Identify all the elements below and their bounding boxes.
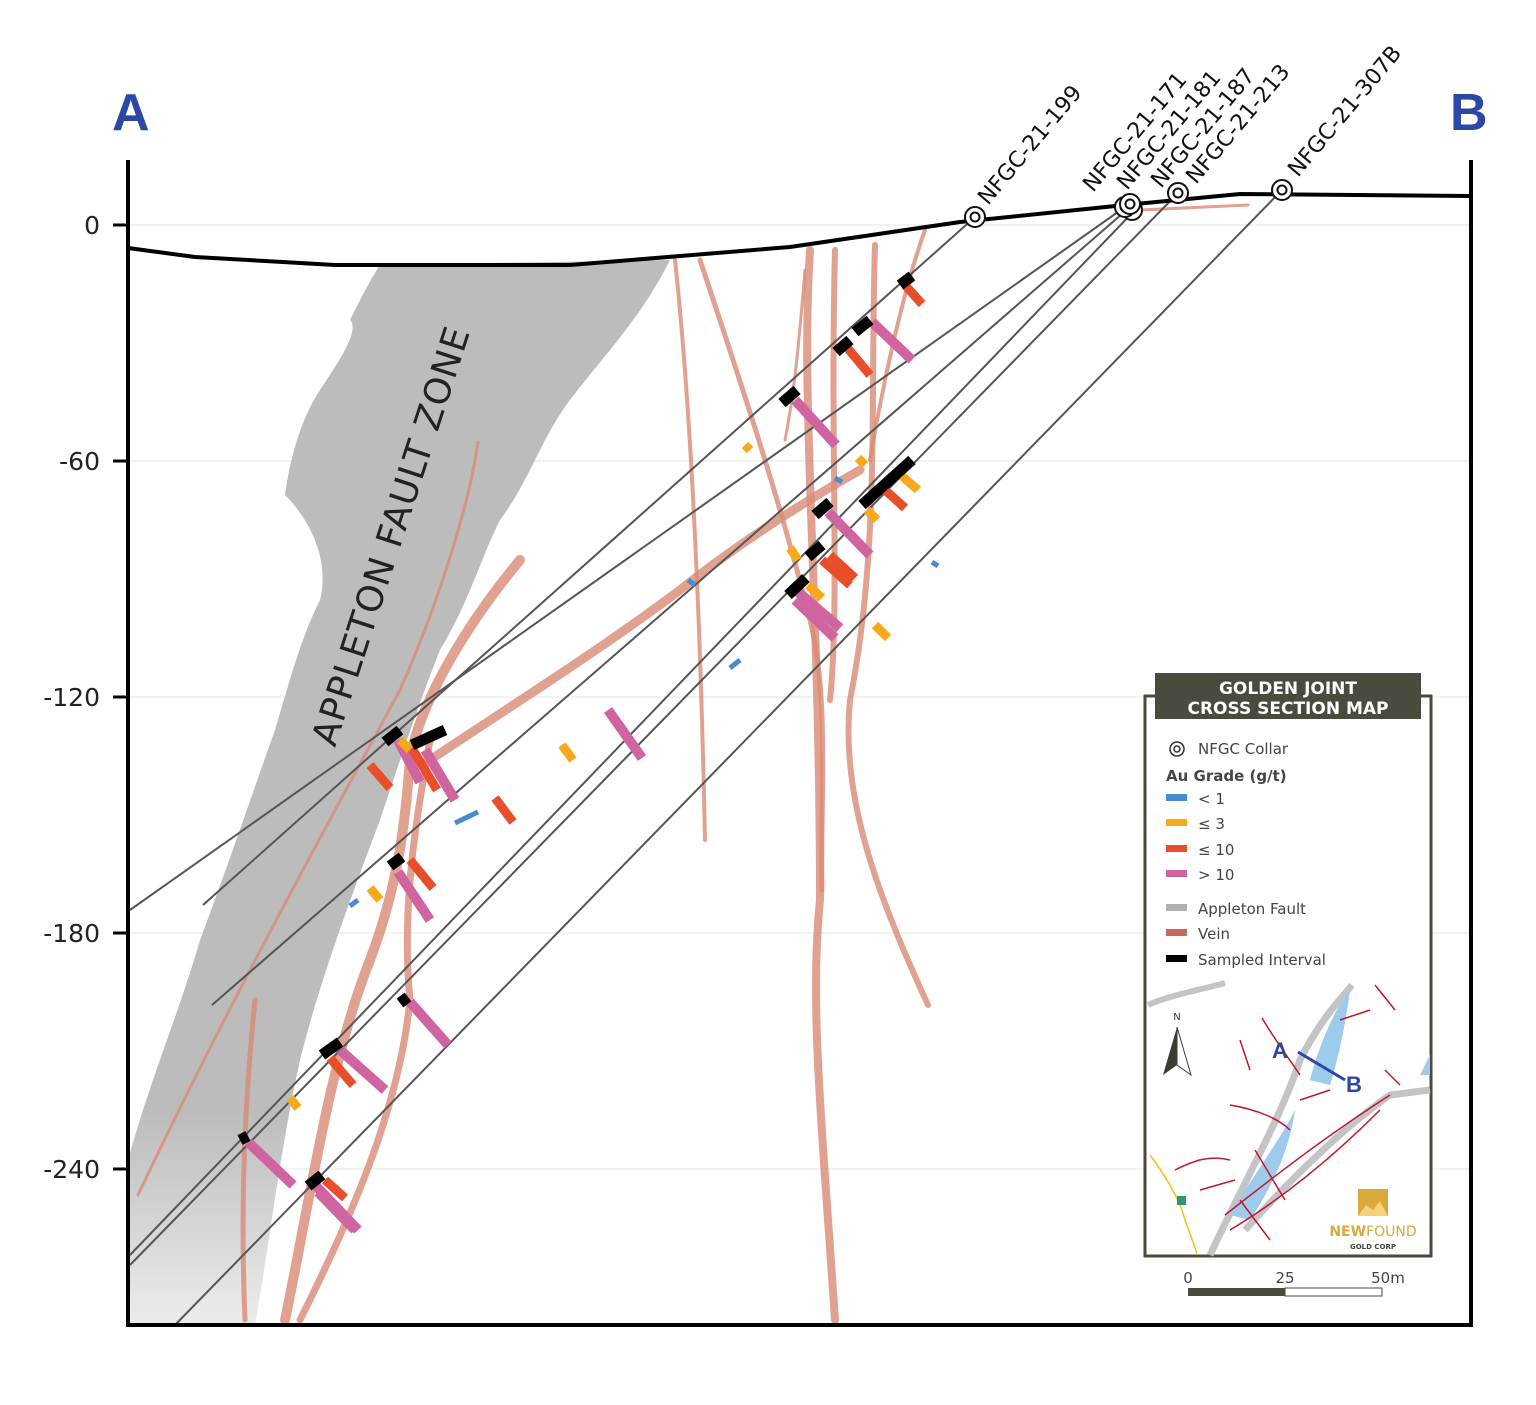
drill-hole-label: NFGC-21-199: [973, 81, 1087, 210]
y-tick-label: 0: [84, 211, 100, 240]
legend-grade: ≤ 10: [1198, 841, 1234, 859]
svg-text:25: 25: [1275, 1269, 1294, 1287]
scale-bar: 0 25 50m: [1183, 1269, 1405, 1297]
y-axis-ticks: [113, 223, 128, 1171]
legend-title: GOLDEN JOINT: [1219, 679, 1357, 699]
legend-feature: Vein: [1198, 925, 1230, 943]
y-tick-label: -60: [59, 447, 100, 476]
y-tick-label: -180: [43, 919, 100, 948]
drill-hole-label: NFGC-21-307B: [1283, 41, 1407, 182]
legend: GOLDEN JOINT CROSS SECTION MAP NFGC Coll…: [1143, 673, 1433, 1297]
drill-hole-307b: [174, 189, 1283, 1326]
location-map: A B N NEWFOUND GOLD CORP: [1146, 980, 1431, 1257]
legend-title: CROSS SECTION MAP: [1187, 699, 1388, 719]
drill-hole-181: [211, 206, 1131, 1006]
north-label: N: [1173, 1012, 1180, 1023]
drill-hole-171: [129, 206, 1126, 911]
section-frame: [126, 160, 1473, 1327]
ground-surface: [127, 191, 1472, 267]
legend-collar: NFGC Collar: [1198, 740, 1289, 758]
map-label-a: A: [1272, 1038, 1288, 1063]
road-marker-icon: [1177, 1196, 1186, 1205]
map-label-b: B: [1346, 1072, 1362, 1097]
logo-sub: GOLD CORP: [1350, 1243, 1396, 1251]
legend-grade: < 1: [1198, 790, 1225, 808]
drill-hole-187: [129, 209, 1136, 1256]
svg-text:0: 0: [1183, 1269, 1193, 1287]
y-tick-label: -120: [43, 683, 100, 712]
y-tick-label: -240: [43, 1155, 100, 1184]
assay-intervals: [237, 271, 940, 1234]
legend-feature: Appleton Fault: [1198, 900, 1306, 918]
legend-feature: Sampled Interval: [1198, 951, 1326, 969]
svg-text:50m: 50m: [1371, 1269, 1405, 1287]
newfound-logo: NEWFOUND GOLD CORP: [1329, 1189, 1417, 1251]
drill-hole-213: [129, 192, 1179, 1266]
logo-name: NEWFOUND: [1329, 1224, 1416, 1240]
drill-hole-traces: [129, 189, 1283, 1326]
legend-grade-heading: Au Grade (g/t): [1166, 767, 1287, 785]
legend-grade: ≤ 3: [1198, 815, 1225, 833]
drill-hole-199: [202, 216, 976, 906]
appleton-fault-zone: [128, 260, 670, 1325]
collar-icon: [1169, 741, 1185, 757]
legend-grade: > 10: [1198, 866, 1234, 884]
section-end-label: B: [1450, 84, 1488, 142]
section-start-label: A: [112, 84, 150, 142]
collars: [964, 179, 1293, 228]
north-arrow-icon: [1163, 1027, 1177, 1075]
